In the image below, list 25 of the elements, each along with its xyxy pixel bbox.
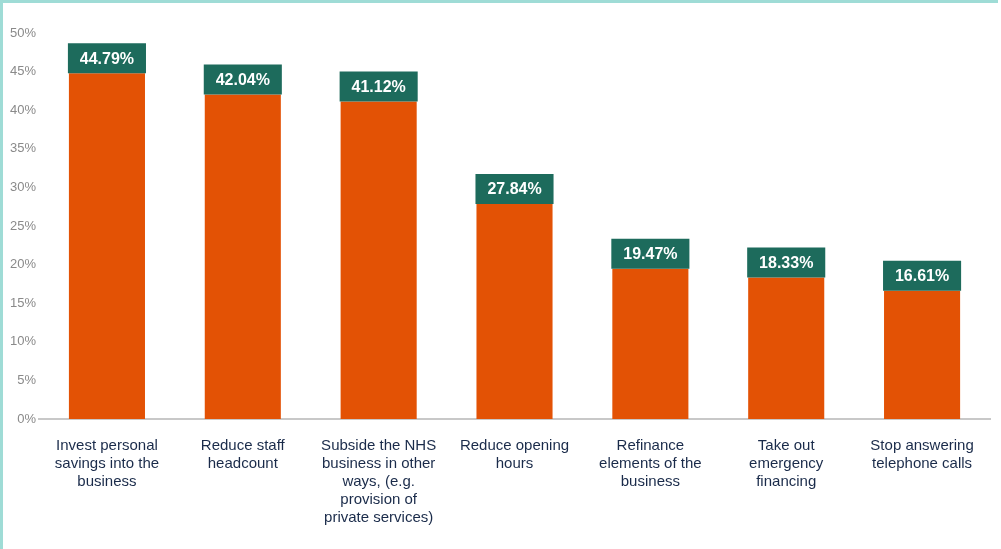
data-label: 41.12%: [351, 77, 406, 95]
y-tick-label: 35%: [9, 140, 37, 156]
data-label: 19.47%: [623, 245, 678, 263]
x-tick-label: Reduce staff headcount: [200, 436, 286, 472]
y-tick-label: 5%: [17, 371, 37, 387]
x-tick-label: Reduce opening hours: [459, 436, 570, 472]
y-tick-label: 50%: [9, 24, 37, 40]
x-tick-label: Invest personal savings into the business: [54, 436, 160, 490]
y-tick-label: 40%: [9, 101, 37, 117]
y-tick-label: 20%: [9, 256, 37, 272]
y-tick-label: 30%: [9, 178, 37, 194]
x-tick-label: Subside the NHS business in other ways, (e.g. provision of private services): [321, 436, 437, 526]
x-tick-label: Stop answering telephone calls: [870, 436, 974, 472]
data-label: 18.33%: [759, 253, 814, 271]
y-tick-label: 10%: [9, 333, 37, 349]
y-tick-label: 15%: [9, 294, 37, 310]
data-label: 42.04%: [215, 70, 270, 88]
y-tick-label: 0%: [17, 410, 37, 426]
y-tick-label: 45%: [9, 63, 37, 79]
y-tick-label: 25%: [9, 217, 37, 233]
data-label: 16.61%: [894, 267, 950, 285]
data-label: 44.79%: [79, 49, 135, 67]
data-label: 27.84%: [487, 180, 542, 198]
x-tick-label: Take out emergency financing: [749, 436, 824, 490]
x-tick-label: Refinance elements of the business: [599, 436, 702, 490]
